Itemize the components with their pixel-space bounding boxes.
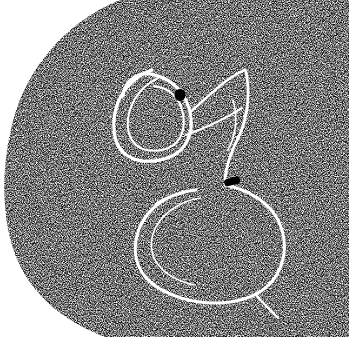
dark-bar-marker <box>224 176 241 187</box>
upper-loop <box>112 68 247 163</box>
connecting-strand <box>223 70 250 182</box>
lower-loop <box>133 183 286 320</box>
dark-dot-marker <box>174 89 186 101</box>
